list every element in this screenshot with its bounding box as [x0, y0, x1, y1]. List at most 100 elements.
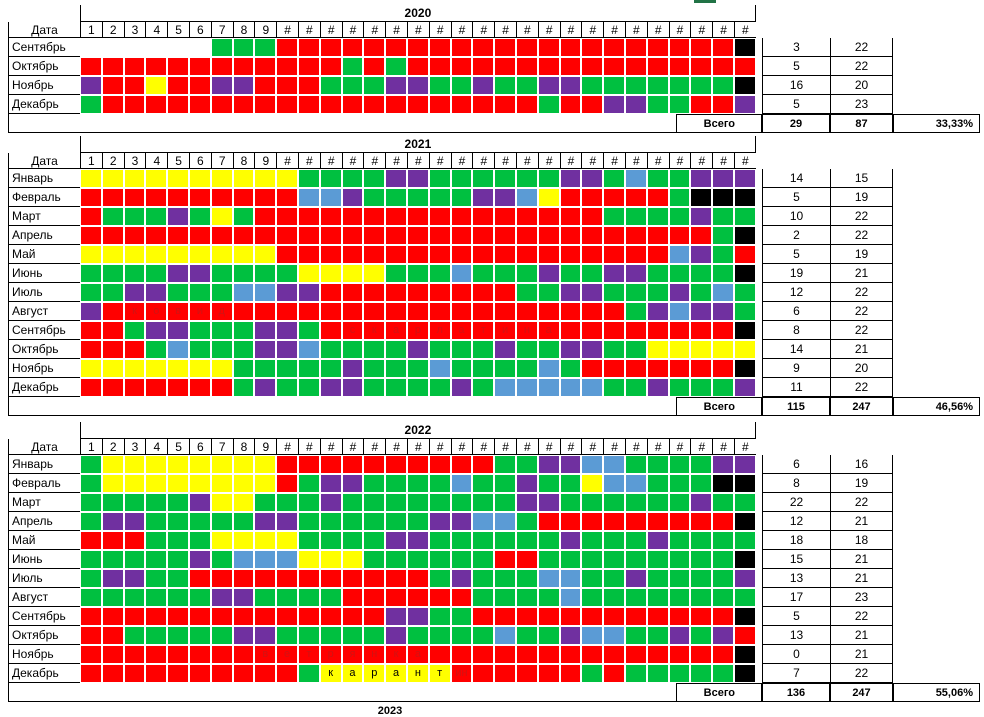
attendance-cell[interactable]: [603, 57, 625, 76]
attendance-cell[interactable]: [385, 512, 407, 531]
attendance-cell[interactable]: [254, 340, 277, 359]
attendance-cell[interactable]: [80, 57, 102, 76]
attendance-cell[interactable]: [450, 169, 473, 188]
attendance-cell[interactable]: [145, 455, 168, 474]
attendance-cell[interactable]: [341, 340, 364, 359]
attendance-cell[interactable]: [385, 588, 407, 607]
attendance-cell[interactable]: [712, 359, 734, 378]
attendance-cell[interactable]: [625, 226, 647, 245]
attendance-cell[interactable]: [341, 664, 364, 683]
attendance-cell[interactable]: [494, 76, 516, 95]
attendance-cell[interactable]: [363, 340, 386, 359]
attendance-cell[interactable]: [734, 626, 756, 645]
attendance-cell[interactable]: [516, 95, 538, 114]
attendance-cell[interactable]: [298, 531, 320, 550]
attendance-cell[interactable]: [734, 588, 756, 607]
attendance-cell[interactable]: [363, 607, 386, 626]
attendance-cell[interactable]: [363, 283, 386, 302]
attendance-cell[interactable]: [210, 321, 233, 340]
attendance-cell[interactable]: [581, 493, 604, 512]
attendance-cell[interactable]: [581, 169, 604, 188]
attendance-cell[interactable]: [559, 512, 582, 531]
attendance-cell[interactable]: [690, 474, 713, 493]
attendance-cell[interactable]: [101, 474, 124, 493]
attendance-cell[interactable]: [494, 169, 516, 188]
attendance-cell[interactable]: [341, 95, 364, 114]
attendance-cell[interactable]: [734, 76, 756, 95]
attendance-cell[interactable]: [537, 207, 560, 226]
attendance-cell[interactable]: [734, 283, 756, 302]
attendance-cell[interactable]: [450, 302, 473, 321]
attendance-cell[interactable]: [363, 626, 386, 645]
attendance-cell[interactable]: [516, 455, 538, 474]
attendance-cell[interactable]: [668, 302, 691, 321]
attendance-cell[interactable]: [668, 626, 691, 645]
attendance-cell[interactable]: [232, 283, 255, 302]
attendance-cell[interactable]: [145, 340, 168, 359]
attendance-cell[interactable]: [450, 359, 473, 378]
attendance-cell[interactable]: [646, 95, 669, 114]
attendance-cell[interactable]: [210, 493, 233, 512]
attendance-cell[interactable]: [537, 645, 560, 664]
attendance-cell[interactable]: [690, 626, 713, 645]
attendance-cell[interactable]: [450, 245, 473, 264]
attendance-cell[interactable]: [472, 57, 495, 76]
attendance-cell[interactable]: [450, 226, 473, 245]
attendance-cell[interactable]: [385, 378, 407, 397]
attendance-cell[interactable]: [101, 302, 124, 321]
attendance-cell[interactable]: [603, 378, 625, 397]
attendance-cell[interactable]: [690, 302, 713, 321]
attendance-cell[interactable]: [472, 245, 495, 264]
attendance-cell[interactable]: [298, 340, 320, 359]
attendance-cell[interactable]: [145, 569, 168, 588]
attendance-cell[interactable]: [559, 321, 582, 340]
attendance-cell[interactable]: [254, 607, 277, 626]
attendance-cell[interactable]: [603, 531, 625, 550]
attendance-cell[interactable]: [516, 76, 538, 95]
attendance-cell[interactable]: [712, 550, 734, 569]
attendance-cell[interactable]: [625, 664, 647, 683]
attendance-cell[interactable]: [668, 645, 691, 664]
attendance-cell[interactable]: [319, 626, 342, 645]
attendance-cell[interactable]: [734, 188, 756, 207]
attendance-cell[interactable]: [494, 474, 516, 493]
attendance-cell[interactable]: [428, 226, 451, 245]
attendance-cell[interactable]: [472, 38, 495, 57]
attendance-cell[interactable]: [450, 76, 473, 95]
attendance-cell[interactable]: [428, 188, 451, 207]
attendance-cell[interactable]: [472, 359, 495, 378]
attendance-cell[interactable]: [537, 588, 560, 607]
attendance-cell[interactable]: [472, 531, 495, 550]
attendance-cell[interactable]: [167, 188, 189, 207]
attendance-cell[interactable]: [210, 207, 233, 226]
attendance-cell[interactable]: [712, 95, 734, 114]
attendance-cell[interactable]: [690, 283, 713, 302]
attendance-cell[interactable]: [298, 588, 320, 607]
attendance-cell[interactable]: [123, 550, 146, 569]
attendance-cell[interactable]: [734, 95, 756, 114]
attendance-cell[interactable]: [472, 588, 495, 607]
attendance-cell[interactable]: [646, 569, 669, 588]
attendance-cell[interactable]: [690, 359, 713, 378]
attendance-cell[interactable]: [407, 245, 429, 264]
attendance-cell[interactable]: [145, 493, 168, 512]
attendance-cell[interactable]: [537, 569, 560, 588]
attendance-cell[interactable]: [363, 169, 386, 188]
attendance-cell[interactable]: [123, 359, 146, 378]
attendance-cell[interactable]: [646, 664, 669, 683]
attendance-cell[interactable]: [537, 493, 560, 512]
attendance-cell[interactable]: [232, 169, 255, 188]
attendance-cell[interactable]: [428, 512, 451, 531]
attendance-cell[interactable]: [385, 38, 407, 57]
attendance-cell[interactable]: [189, 207, 211, 226]
attendance-cell[interactable]: [363, 245, 386, 264]
attendance-cell[interactable]: [123, 531, 146, 550]
attendance-cell[interactable]: [516, 493, 538, 512]
attendance-cell[interactable]: [625, 645, 647, 664]
attendance-cell[interactable]: [232, 645, 255, 664]
attendance-cell[interactable]: [123, 226, 146, 245]
attendance-cell[interactable]: [450, 531, 473, 550]
attendance-cell[interactable]: [298, 378, 320, 397]
attendance-cell[interactable]: [123, 38, 146, 57]
attendance-cell[interactable]: [407, 588, 429, 607]
